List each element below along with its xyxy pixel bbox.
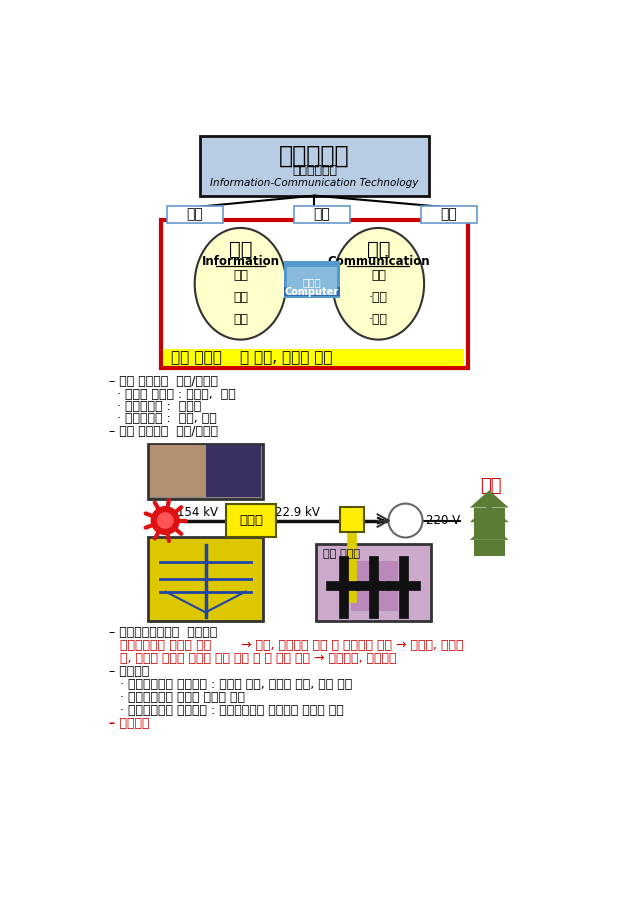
FancyBboxPatch shape (474, 540, 505, 556)
Text: – 스마트사회에서의  지적생활: – 스마트사회에서의 지적생활 (109, 625, 218, 639)
Ellipse shape (388, 503, 422, 538)
FancyBboxPatch shape (200, 136, 429, 195)
Text: 전달
·유선
·무선: 전달 ·유선 ·무선 (369, 269, 388, 326)
FancyBboxPatch shape (316, 544, 431, 621)
Text: 22.9 kV: 22.9 kV (275, 506, 319, 519)
Text: – 전기 에너지의  공급/송배전: – 전기 에너지의 공급/송배전 (109, 424, 218, 438)
FancyBboxPatch shape (167, 205, 223, 223)
Text: 정보: 정보 (228, 240, 252, 259)
Text: 문화: 문화 (186, 207, 203, 221)
FancyBboxPatch shape (148, 538, 263, 621)
Text: · 수력발전소 :  춘천댐: · 수력발전소 : 춘천댐 (109, 400, 202, 413)
FancyBboxPatch shape (284, 261, 340, 298)
Ellipse shape (195, 228, 286, 339)
Text: 154 kV: 154 kV (177, 506, 218, 519)
Text: · 스마트사회의 핵심요소 : 스마트 기술, 스마트 가치, 인간 중심: · 스마트사회의 핵심요소 : 스마트 기술, 스마트 가치, 인간 중심 (120, 678, 353, 691)
Text: Communication: Communication (327, 255, 429, 268)
Text: 변전소: 변전소 (239, 514, 263, 527)
Text: Information: Information (202, 255, 280, 268)
Text: · 스마트사회의 필수조건 : 전기에너지의 안정적인 발생과 공급: · 스마트사회의 필수조건 : 전기에너지의 안정적인 발생과 공급 (120, 704, 344, 718)
FancyBboxPatch shape (284, 287, 340, 297)
Text: Computer: Computer (285, 287, 339, 297)
Text: 컴퓨터: 컴퓨터 (302, 278, 321, 288)
Text: 주상 변압기: 주상 변압기 (323, 549, 360, 559)
FancyBboxPatch shape (474, 522, 505, 538)
Text: 나, 언제나 필요한 정보를 주고 받고 할 수 있는 사회 → 지적생활, 가치창조: 나, 언제나 필요한 정보를 주고 받고 할 수 있는 사회 → 지적생활, 가… (120, 652, 397, 665)
Ellipse shape (333, 228, 424, 339)
Text: 전기에너지의 안정된 공급: 전기에너지의 안정된 공급 (120, 639, 212, 652)
FancyBboxPatch shape (148, 443, 263, 499)
Polygon shape (470, 491, 509, 508)
Circle shape (151, 507, 179, 535)
FancyBboxPatch shape (205, 445, 261, 498)
FancyBboxPatch shape (164, 348, 465, 366)
Text: Information-Communication Technology: Information-Communication Technology (211, 178, 419, 188)
FancyBboxPatch shape (351, 561, 397, 612)
Text: → 전자, 정보처리 장치 및 시스템을 사용 → 누구나, 어디서: → 전자, 정보처리 장치 및 시스템을 사용 → 누구나, 어디서 (237, 639, 463, 652)
FancyBboxPatch shape (474, 508, 505, 524)
FancyBboxPatch shape (226, 503, 276, 538)
Text: 220 V: 220 V (426, 514, 460, 527)
FancyBboxPatch shape (287, 267, 337, 295)
FancyBboxPatch shape (294, 205, 349, 223)
Text: 가정: 가정 (480, 477, 502, 495)
FancyBboxPatch shape (161, 220, 467, 368)
Polygon shape (470, 522, 509, 540)
Text: · 원자력 발전소 : 신고리,  울진: · 원자력 발전소 : 신고리, 울진 (109, 387, 236, 401)
Text: 생성
처리
가공: 생성 처리 가공 (233, 269, 248, 326)
FancyBboxPatch shape (421, 205, 477, 223)
Text: 스마트사회: 스마트사회 (279, 144, 349, 167)
FancyBboxPatch shape (340, 508, 364, 532)
FancyBboxPatch shape (150, 445, 205, 498)
Circle shape (157, 513, 173, 529)
Text: 기술: 기술 (440, 207, 457, 221)
Text: 통신: 통신 (367, 240, 390, 259)
Polygon shape (470, 505, 509, 522)
Text: – 학습정리: – 학습정리 (109, 665, 150, 678)
Text: 정보통신기술: 정보통신기술 (292, 165, 337, 177)
Text: · 화력발전소 :  동해, 당진: · 화력발전소 : 동해, 당진 (109, 413, 217, 425)
Text: – 전기 에너지의  발생/발전소: – 전기 에너지의 발생/발전소 (109, 376, 218, 388)
Text: – 평가하기: – 평가하기 (109, 718, 150, 730)
Text: 인간: 인간 (314, 207, 330, 221)
Text: 전기 에너지: 전기 에너지 (171, 350, 221, 365)
Text: 의 발생, 안정된 공급: 의 발생, 안정된 공급 (241, 350, 333, 365)
Text: · 스마트사회의 구축에 필요한 것들: · 스마트사회의 구축에 필요한 것들 (120, 691, 245, 704)
